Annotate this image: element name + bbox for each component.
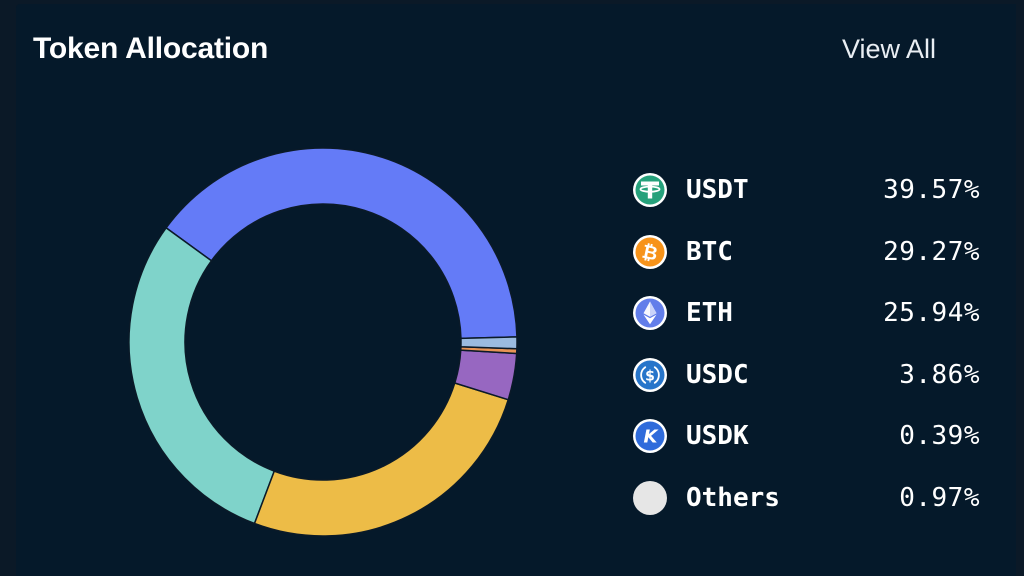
legend-percent: 29.27% [883, 236, 980, 267]
legend-label: BTC [686, 236, 733, 267]
legend-label: Others [686, 482, 780, 513]
legend-percent: 25.94% [883, 298, 980, 328]
legend-label: USDC [686, 359, 749, 390]
legend-item-usdc[interactable]: $ USDC 3.86% [632, 355, 980, 417]
allocation-legend: USDT 39.57% ₿ BTC 29.27% ETH 25.94% $ [632, 170, 980, 539]
legend-percent: 39.57% [883, 175, 980, 205]
svg-text:$: $ [645, 368, 655, 384]
card-title: Token Allocation [33, 32, 269, 65]
others-circle-icon [633, 480, 667, 515]
view-all-link[interactable]: View All [842, 34, 937, 64]
legend-item-usdk[interactable]: K USDK 0.39% [632, 416, 980, 478]
legend-item-btc[interactable]: ₿ BTC 29.27% [632, 232, 980, 294]
legend-label: USDK [686, 421, 749, 451]
svg-text:K: K [644, 427, 660, 448]
legend-item-others[interactable]: Others 0.97% [632, 478, 980, 540]
legend-item-eth[interactable]: ETH 25.94% [632, 293, 980, 355]
legend-label: ETH [686, 298, 733, 328]
legend-label: USDT [686, 175, 749, 205]
legend-item-usdt[interactable]: USDT 39.57% [632, 170, 980, 232]
legend-percent: 3.86% [899, 359, 980, 390]
svg-text:₿: ₿ [640, 240, 660, 265]
ethereum-icon [633, 296, 667, 330]
usdc-icon: $ [633, 357, 667, 392]
tether-icon [633, 173, 667, 207]
legend-percent: 0.39% [899, 421, 980, 451]
bitcoin-icon: ₿ [633, 234, 667, 269]
usdk-icon: K [633, 419, 667, 453]
legend-percent: 0.97% [899, 482, 980, 513]
